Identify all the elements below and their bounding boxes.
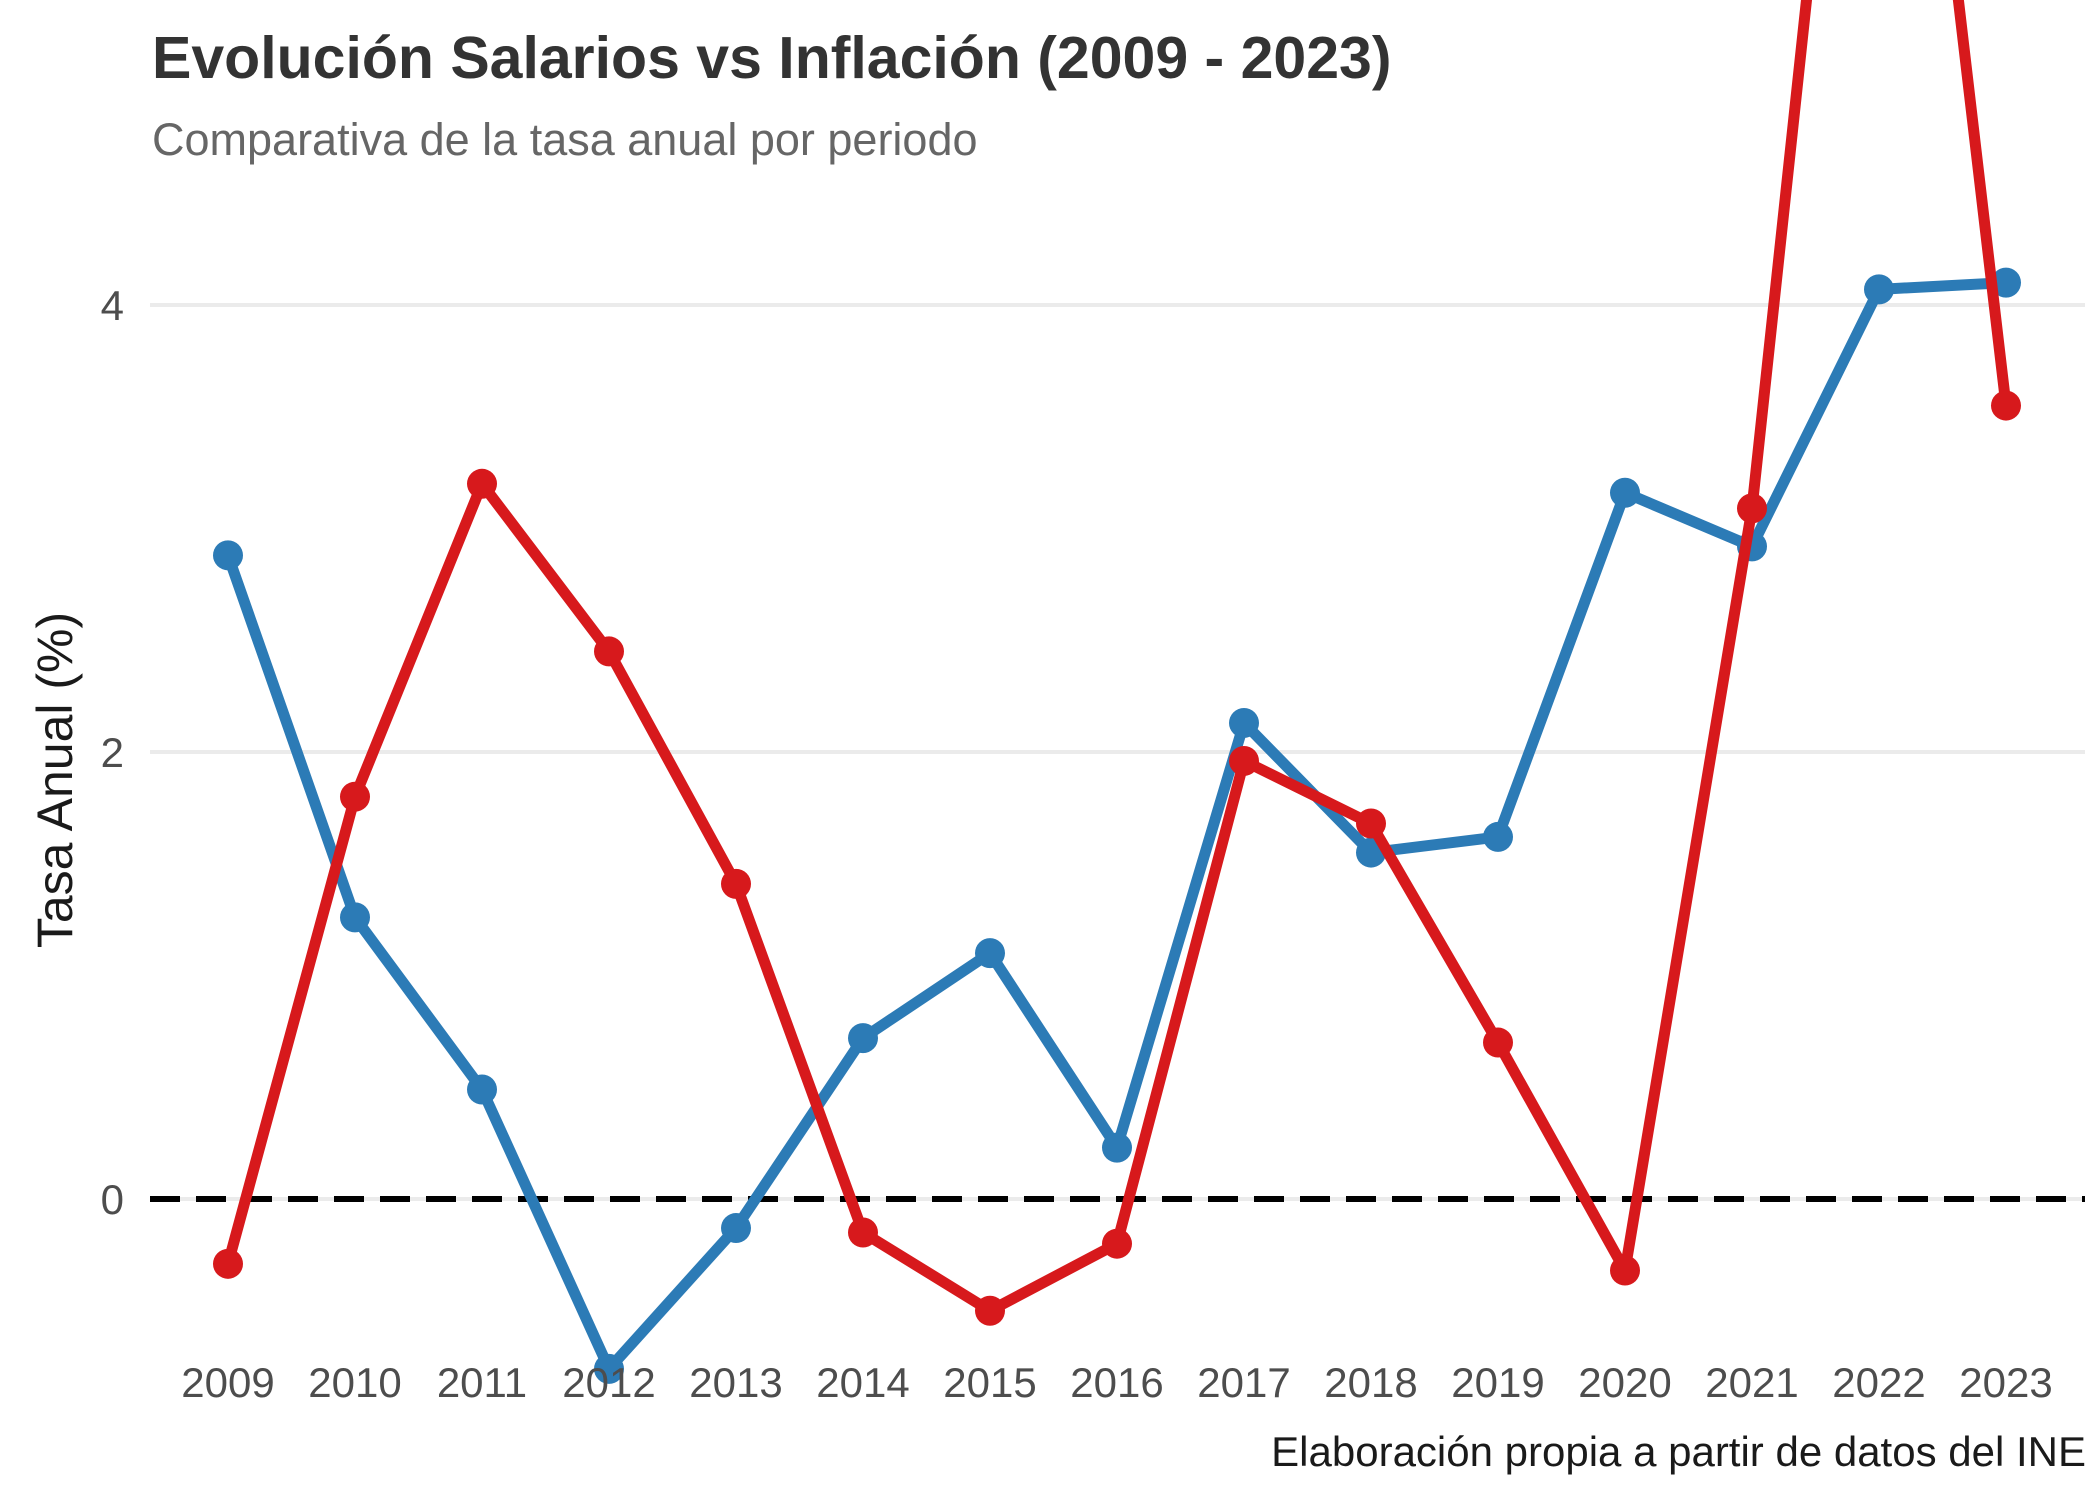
x-tick-label: 2009 (181, 1359, 274, 1406)
chart-caption: Elaboración propia a partir de datos del… (1271, 1428, 2086, 1475)
x-tick-label: 2013 (689, 1359, 782, 1406)
point-salarios (594, 1353, 624, 1384)
point-salarios (213, 540, 243, 571)
point-salarios (1864, 274, 1894, 305)
x-tick-label: 2019 (1451, 1359, 1544, 1406)
point-salarios (721, 1213, 751, 1244)
y-tick-label: 0 (101, 1176, 124, 1223)
y-axis-ticks: 02468 (101, 282, 124, 1223)
series-lines (213, 0, 2021, 1384)
point-salarios (1610, 477, 1640, 508)
series-salarios (213, 267, 2021, 1384)
x-axis-ticks: 2009 2010 2011 2012 2013 2014 2015 2016 2017 2018… (181, 1359, 2052, 1406)
x-tick-label: 2011 (437, 1359, 527, 1406)
chart-subtitle: Comparativa de la tasa anual por periodo (152, 114, 978, 165)
point-inflacion (1991, 390, 2021, 421)
point-inflacion (1102, 1228, 1132, 1259)
x-tick-label: 2020 (1578, 1359, 1671, 1406)
point-salarios (1102, 1132, 1132, 1163)
point-inflacion (1483, 1027, 1513, 1058)
point-inflacion (594, 636, 624, 667)
point-inflacion (1229, 745, 1259, 776)
series-inflacion (213, 0, 2021, 1326)
point-salarios (467, 1074, 497, 1105)
x-tick-label: 2017 (1197, 1359, 1290, 1406)
x-tick-label: 2016 (1070, 1359, 1163, 1406)
x-tick-label: 2015 (943, 1359, 1036, 1406)
line-salarios (222, 277, 2012, 1375)
point-inflacion (467, 468, 497, 499)
point-salarios (1229, 707, 1259, 738)
point-inflacion (848, 1217, 878, 1248)
point-inflacion (1356, 808, 1386, 839)
y-tick-label: 4 (101, 282, 124, 329)
y-tick-label: 2 (101, 729, 124, 776)
x-tick-label: 2012 (562, 1359, 655, 1406)
chart-title: Evolución Salarios vs Inflación (2009 - … (152, 25, 1392, 91)
point-inflacion (721, 868, 751, 899)
point-salarios (1991, 267, 2021, 298)
point-salarios (340, 902, 370, 933)
x-tick-label: 2014 (816, 1359, 909, 1406)
y-axis-title: Tasa Anual (%) (27, 612, 83, 948)
point-inflacion (1737, 493, 1767, 524)
point-inflacion (340, 781, 370, 812)
point-salarios (848, 1023, 878, 1054)
point-salarios (1483, 821, 1513, 852)
x-tick-label: 2010 (308, 1359, 401, 1406)
x-tick-label: 2018 (1324, 1359, 1417, 1406)
point-inflacion (213, 1248, 243, 1279)
x-tick-label: 2023 (1959, 1359, 2052, 1406)
point-inflacion (975, 1295, 1005, 1326)
point-inflacion (1610, 1255, 1640, 1286)
point-salarios (975, 938, 1005, 969)
x-tick-label: 2021 (1705, 1359, 1798, 1406)
x-tick-label: 2022 (1832, 1359, 1925, 1406)
